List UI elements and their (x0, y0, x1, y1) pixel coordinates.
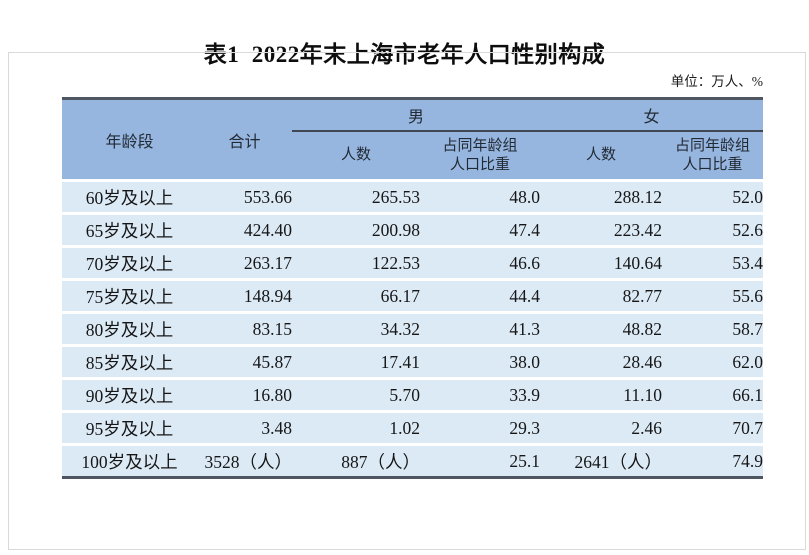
table-row: 80岁及以上 83.15 34.32 41.3 48.82 58.7 (62, 312, 764, 346)
table-row: 65岁及以上 424.40 200.98 47.4 223.42 52.6 (62, 213, 764, 247)
female-share-cell: 66.1 (662, 378, 764, 412)
male-count-cell: 66.17 (292, 279, 420, 313)
age-group-cell: 75岁及以上 (62, 279, 197, 313)
table-row: 100岁及以上 3528（人） 887（人） 25.1 2641（人） 74.9 (62, 444, 764, 478)
total-cell: 148.94 (197, 279, 292, 313)
age-group-cell: 80岁及以上 (62, 312, 197, 346)
header-share-line2: 人口比重 (450, 156, 511, 173)
age-group-cell: 100岁及以上 (62, 444, 197, 478)
female-share-cell: 58.7 (662, 312, 764, 346)
male-count-cell: 887（人） (292, 444, 420, 478)
header-share-line1: 占同年龄组 (675, 137, 751, 154)
male-share-cell: 48.0 (420, 180, 541, 214)
female-share-cell: 74.9 (662, 444, 764, 478)
male-share-cell: 46.6 (420, 246, 541, 280)
total-cell: 553.66 (197, 180, 292, 214)
male-count-cell: 5.70 (292, 378, 420, 412)
male-share-cell: 47.4 (420, 213, 541, 247)
total-cell: 16.80 (197, 378, 292, 412)
header-female: 女 (540, 98, 764, 132)
age-group-cell: 60岁及以上 (62, 180, 197, 214)
header-male: 男 (292, 98, 541, 132)
table-row: 85岁及以上 45.87 17.41 38.0 28.46 62.0 (62, 345, 764, 379)
female-share-cell: 55.6 (662, 279, 764, 313)
table-title: 表1 2022年末上海市老年人口性别构成 (203, 42, 606, 67)
male-share-cell: 25.1 (420, 444, 541, 478)
male-share-cell: 44.4 (420, 279, 541, 313)
female-share-cell: 53.4 (662, 246, 764, 280)
male-count-cell: 17.41 (292, 345, 420, 379)
table-row: 95岁及以上 3.48 1.02 29.3 2.46 70.7 (62, 411, 764, 445)
age-group-cell: 85岁及以上 (62, 345, 197, 379)
header-total: 合计 (197, 98, 292, 181)
total-cell: 3528（人） (197, 444, 292, 478)
header-row-subcolumns: 人数 占同年龄组 人口比重 人数 占同年龄组 人口比重 (62, 131, 764, 181)
female-share-cell: 70.7 (662, 411, 764, 445)
total-cell: 3.48 (197, 411, 292, 445)
header-share-line2: 人口比重 (682, 156, 743, 173)
age-group-cell: 70岁及以上 (62, 246, 197, 280)
male-count-cell: 1.02 (292, 411, 420, 445)
female-share-cell: 52.0 (662, 180, 764, 214)
female-count-cell: 11.10 (540, 378, 663, 412)
male-count-cell: 122.53 (292, 246, 420, 280)
header-female-share: 占同年龄组 人口比重 (662, 131, 764, 181)
table-row: 70岁及以上 263.17 122.53 46.6 140.64 53.4 (62, 246, 764, 280)
female-share-cell: 52.6 (662, 213, 764, 247)
female-count-cell: 2.46 (540, 411, 663, 445)
header-male-count: 人数 (292, 131, 420, 181)
age-group-cell: 65岁及以上 (62, 213, 197, 247)
male-share-cell: 33.9 (420, 378, 541, 412)
male-count-cell: 34.32 (292, 312, 420, 346)
male-share-cell: 38.0 (420, 345, 541, 379)
age-group-cell: 90岁及以上 (62, 378, 197, 412)
header-age-group: 年龄段 (62, 98, 197, 181)
table-row: 75岁及以上 148.94 66.17 44.4 82.77 55.6 (62, 279, 764, 313)
female-count-cell: 28.46 (540, 345, 663, 379)
female-count-cell: 140.64 (540, 246, 663, 280)
male-share-cell: 41.3 (420, 312, 541, 346)
header-female-count: 人数 (540, 131, 663, 181)
total-cell: 263.17 (197, 246, 292, 280)
female-count-cell: 288.12 (540, 180, 663, 214)
female-share-cell: 62.0 (662, 345, 764, 379)
female-count-cell: 2641（人） (540, 444, 663, 478)
population-gender-table: 年龄段 合计 男 女 人数 占同年龄组 人口比重 人数 占同年龄组 人口比重 6… (62, 97, 764, 479)
female-count-cell: 223.42 (540, 213, 663, 247)
male-count-cell: 265.53 (292, 180, 420, 214)
total-cell: 83.15 (197, 312, 292, 346)
female-count-cell: 82.77 (540, 279, 663, 313)
table-row: 60岁及以上 553.66 265.53 48.0 288.12 52.0 (62, 180, 764, 214)
male-count-cell: 200.98 (292, 213, 420, 247)
male-share-cell: 29.3 (420, 411, 541, 445)
total-cell: 424.40 (197, 213, 292, 247)
female-count-cell: 48.82 (540, 312, 663, 346)
age-group-cell: 95岁及以上 (62, 411, 197, 445)
unit-note: 单位：万人、% (670, 74, 763, 89)
table-header: 年龄段 合计 男 女 人数 占同年龄组 人口比重 人数 占同年龄组 人口比重 (62, 98, 764, 181)
total-cell: 45.87 (197, 345, 292, 379)
table-row: 90岁及以上 16.80 5.70 33.9 11.10 66.1 (62, 378, 764, 412)
header-row-groups: 年龄段 合计 男 女 (62, 98, 764, 181)
table-body: 60岁及以上 553.66 265.53 48.0 288.12 52.0 65… (62, 180, 764, 478)
header-male-share: 占同年龄组 人口比重 (420, 131, 541, 181)
header-share-line1: 占同年龄组 (442, 137, 518, 154)
